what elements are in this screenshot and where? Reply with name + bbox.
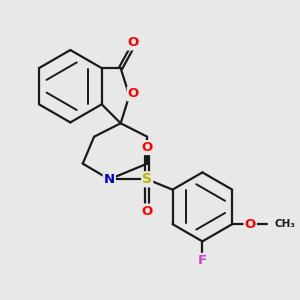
Text: N: N (104, 173, 115, 186)
Text: O: O (244, 218, 256, 231)
Text: F: F (198, 254, 207, 267)
Text: O: O (142, 141, 153, 154)
Text: CH₃: CH₃ (274, 219, 295, 229)
Text: S: S (142, 172, 152, 186)
Text: O: O (127, 36, 138, 50)
Text: O: O (128, 88, 139, 100)
Text: O: O (142, 205, 153, 218)
